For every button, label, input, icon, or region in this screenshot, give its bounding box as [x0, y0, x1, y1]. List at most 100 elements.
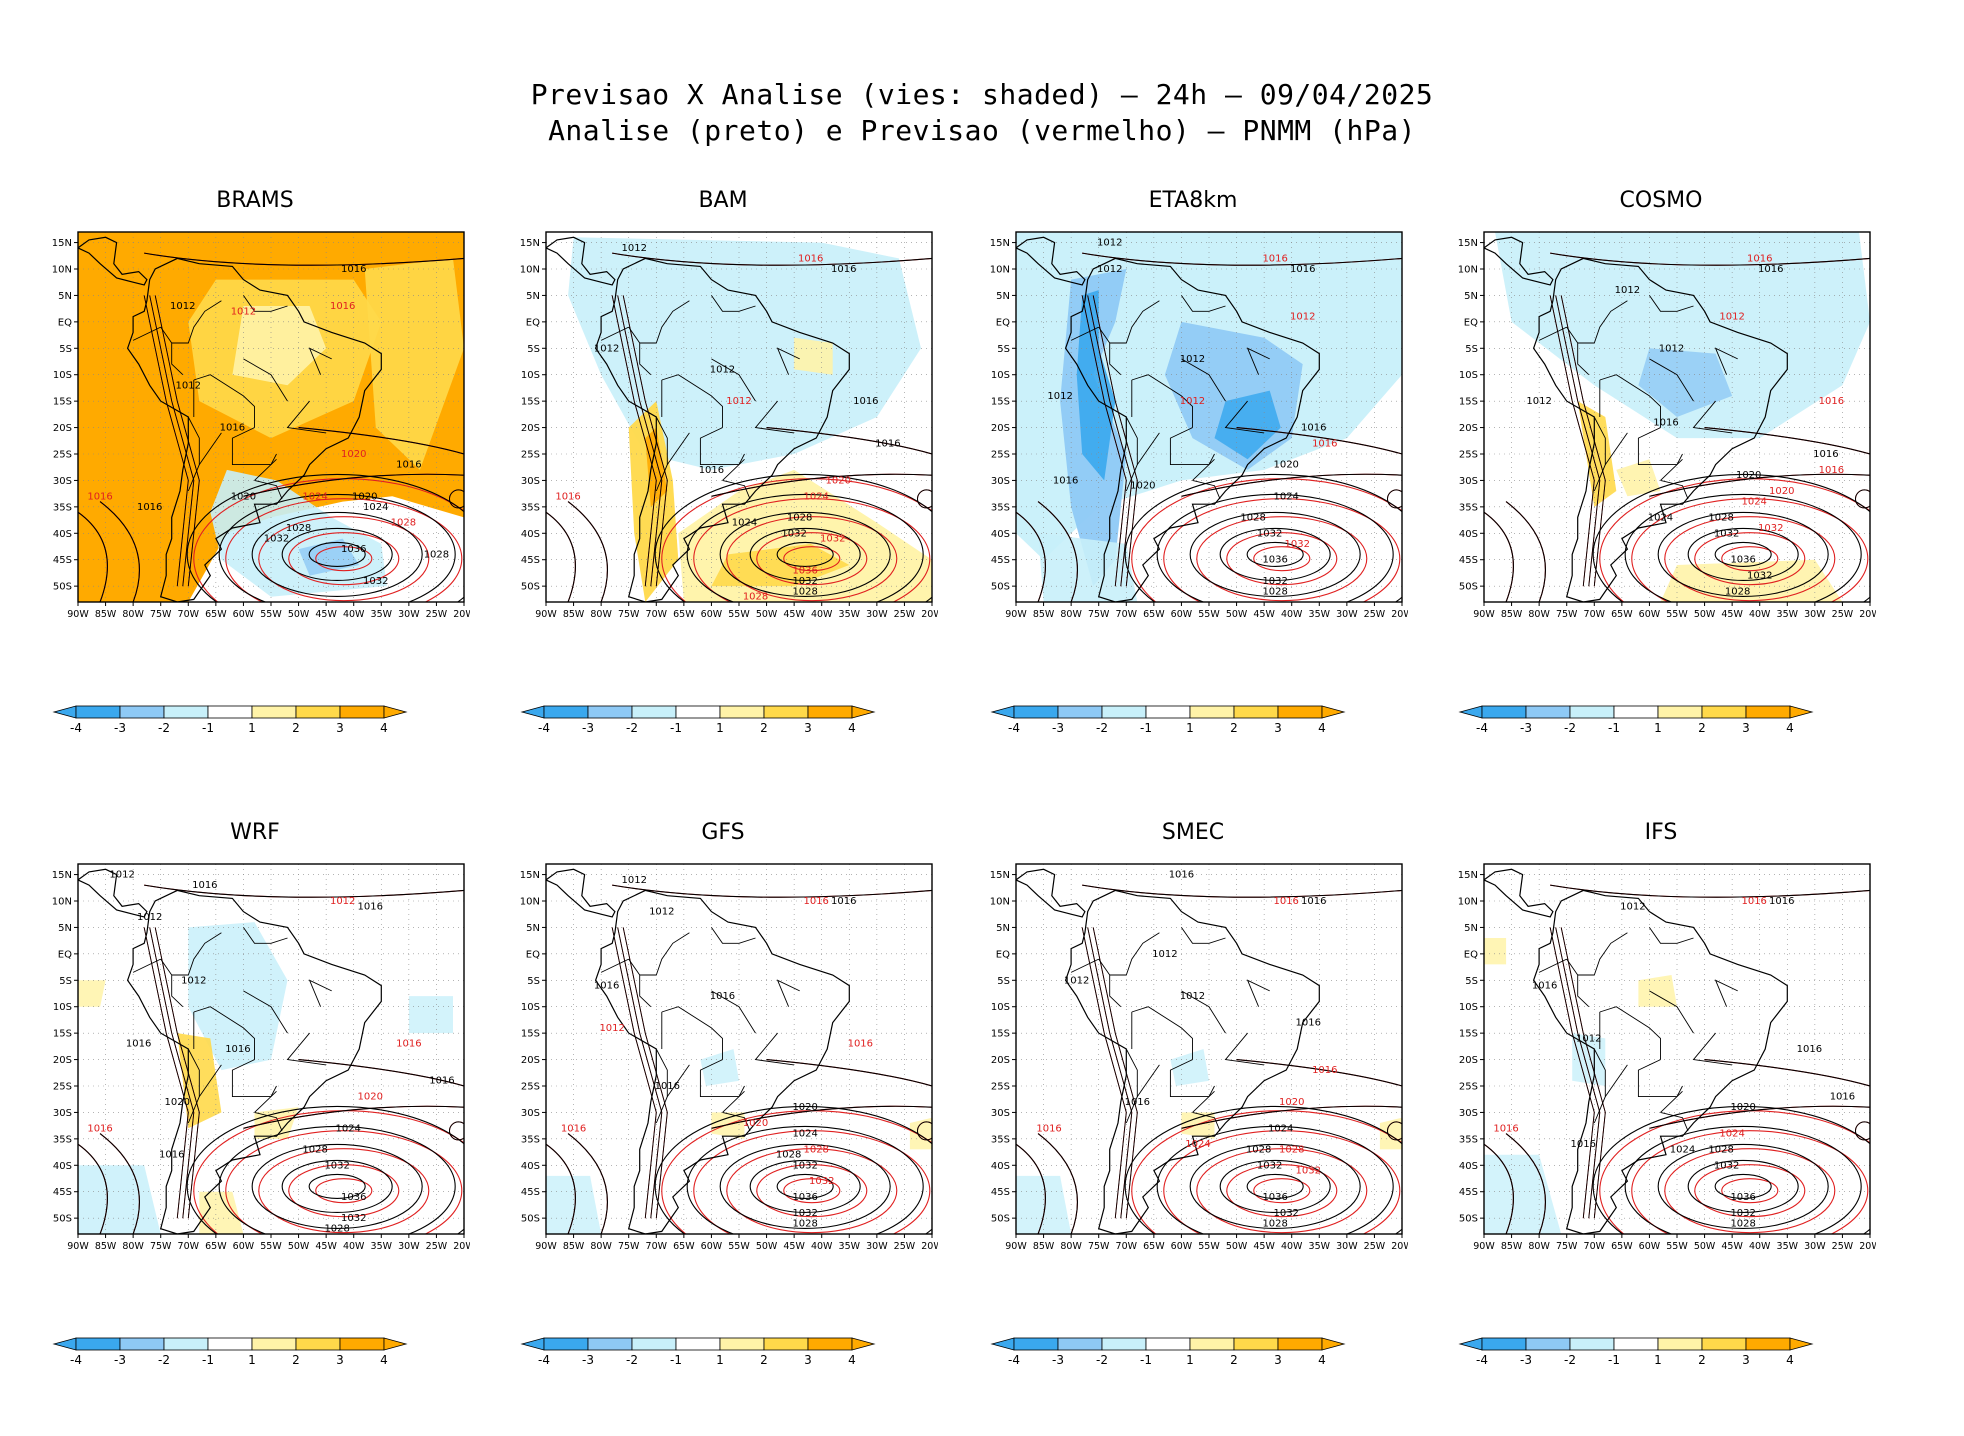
- lat-tick-label: 10N: [52, 897, 72, 908]
- lat-tick-label: 20S: [1459, 423, 1478, 434]
- colorbar-label: -3: [1052, 1353, 1064, 1367]
- lat-tick-label: 5S: [59, 976, 72, 987]
- isobar-label: 1028: [324, 1224, 349, 1235]
- lon-tick-label: 45W: [1721, 1241, 1743, 1252]
- isobar-label: 1032: [820, 534, 845, 545]
- isobar-label: 1012: [1064, 975, 1089, 986]
- lon-tick-label: 20W: [921, 609, 938, 620]
- lon-tick-label: 35W: [1309, 1241, 1331, 1252]
- panel-title: BRAMS: [216, 188, 294, 213]
- lon-tick-label: 55W: [260, 609, 282, 620]
- isobar-label: 1032: [1257, 1160, 1282, 1171]
- isobar-label: 1028: [803, 1144, 828, 1155]
- bias-area: [1484, 1154, 1562, 1234]
- lon-tick-label: 80W: [122, 1241, 144, 1252]
- lon-tick-label: 30W: [866, 1241, 888, 1252]
- isobar-label: 1012: [1047, 391, 1072, 402]
- isobar-label: 1032: [1730, 1208, 1755, 1219]
- lat-tick-label: 30S: [521, 1108, 540, 1119]
- isobar-label: 1036: [792, 565, 817, 576]
- colorbar-label: 4: [848, 721, 856, 735]
- lon-tick-label: 85W: [1501, 1241, 1523, 1252]
- isobar-label: 1012: [1152, 949, 1177, 960]
- lat-tick-label: 35S: [991, 502, 1010, 513]
- isobar-label: 1016: [555, 491, 580, 502]
- lon-tick-label: 80W: [1060, 609, 1082, 620]
- isobar-label: 1020: [792, 1102, 817, 1113]
- isobar-label: 1020: [165, 1097, 190, 1108]
- isobar-label: 1020: [1730, 1102, 1755, 1113]
- colorbar-label: 1: [1186, 1353, 1194, 1367]
- colorbar-label: -4: [70, 721, 82, 735]
- lat-tick-label: 30S: [521, 476, 540, 487]
- lon-tick-label: 50W: [1226, 1241, 1248, 1252]
- panel-eta8km: ETA8km 1012 1016 1016 1012 1012 1012 1012 1012 10…: [978, 188, 1408, 735]
- colorbar-label: 3: [1274, 1353, 1282, 1367]
- isobar-label: 1032: [792, 1208, 817, 1219]
- lat-tick-label: 10S: [1459, 370, 1478, 381]
- isobar-label: 1032: [1257, 528, 1282, 539]
- bias-area: [1181, 1112, 1215, 1139]
- lat-tick-label: 5S: [997, 344, 1010, 355]
- colorbar-label: -3: [582, 1353, 594, 1367]
- isobar-label: 1036: [1262, 1192, 1287, 1203]
- lat-tick-label: 45S: [1459, 1187, 1478, 1198]
- isobar-label: 1024: [1741, 497, 1766, 508]
- colorbar-label: -1: [670, 1353, 682, 1367]
- lon-tick-label: 85W: [563, 1241, 585, 1252]
- colorbar-label: 3: [1742, 721, 1750, 735]
- colorbar-label: -4: [538, 1353, 550, 1367]
- lon-tick-label: 40W: [811, 1241, 833, 1252]
- isobar-label: 1016: [1036, 1123, 1061, 1134]
- isobar-label: 1016: [831, 264, 856, 275]
- isobar-label: 1012: [710, 364, 735, 375]
- colorbar: -4 -3 -2 -1 1 2 3 4: [990, 1337, 1346, 1367]
- map-bam: 1012 1016 1016 1012 1012 1012 1016 1016 1016 1020…: [520, 231, 938, 620]
- lat-tick-label: 25S: [1459, 1082, 1478, 1093]
- lat-tick-label: 35S: [1459, 502, 1478, 513]
- isobar-label: 1016: [1819, 465, 1844, 476]
- lat-tick-label: 15N: [52, 238, 72, 249]
- isobar-label: 1012: [1180, 991, 1205, 1002]
- lat-tick-label: 40S: [53, 1161, 72, 1172]
- lon-tick-label: 30W: [1336, 1241, 1358, 1252]
- lat-tick-label: 5S: [527, 344, 540, 355]
- colorbar-label: 2: [1698, 721, 1706, 735]
- colorbar-label: 2: [760, 721, 768, 735]
- isobar-label: 1028: [1708, 1144, 1733, 1155]
- lat-tick-label: 5N: [526, 291, 540, 302]
- lat-tick-label: 30S: [1459, 1108, 1478, 1119]
- lat-tick-label: EQ: [996, 949, 1010, 960]
- isobar-label: 1012: [594, 343, 619, 354]
- colorbar-label: -3: [1052, 721, 1064, 735]
- lat-tick-label: 20S: [53, 1055, 72, 1066]
- lat-tick-label: 30S: [1459, 476, 1478, 487]
- lon-tick-label: 70W: [646, 1241, 668, 1252]
- axes: 15N 10N 5N EQ 5S 10S 15S 20S 25S 30S 35S 40S 45S 50S 9…: [1458, 238, 1876, 620]
- isobar-label: 1016: [1813, 449, 1838, 460]
- map-ifs: 1016 101610121012101610161016102010161016…: [1458, 863, 1876, 1252]
- lat-tick-label: 25S: [53, 1082, 72, 1093]
- isobar-label: 1016: [396, 1039, 421, 1050]
- lon-tick-label: 90W: [1005, 1241, 1027, 1252]
- lat-tick-label: 50S: [521, 582, 540, 593]
- lon-tick-label: 65W: [1611, 609, 1633, 620]
- lon-tick-label: 80W: [1528, 609, 1550, 620]
- lon-tick-label: 55W: [728, 1241, 750, 1252]
- isobar-label: 1028: [302, 1144, 327, 1155]
- colorbar-label: 4: [1318, 1353, 1326, 1367]
- isobar-label: 1020: [743, 1118, 768, 1129]
- lon-tick-label: 50W: [288, 1241, 310, 1252]
- bias-area: [1577, 401, 1617, 507]
- isobar-label: 1032: [781, 528, 806, 539]
- lat-tick-label: EQ: [1464, 949, 1478, 960]
- lon-tick-label: 20W: [453, 609, 470, 620]
- isobar-label: 1020: [358, 1092, 383, 1103]
- isobar-label: 1028: [1240, 512, 1265, 523]
- colorbar-label: -3: [114, 1353, 126, 1367]
- isobar-label: 1012: [1097, 238, 1122, 249]
- bias-area: [711, 543, 850, 587]
- isobar-label: 1032: [1714, 528, 1739, 539]
- lat-tick-label: 15S: [53, 1029, 72, 1040]
